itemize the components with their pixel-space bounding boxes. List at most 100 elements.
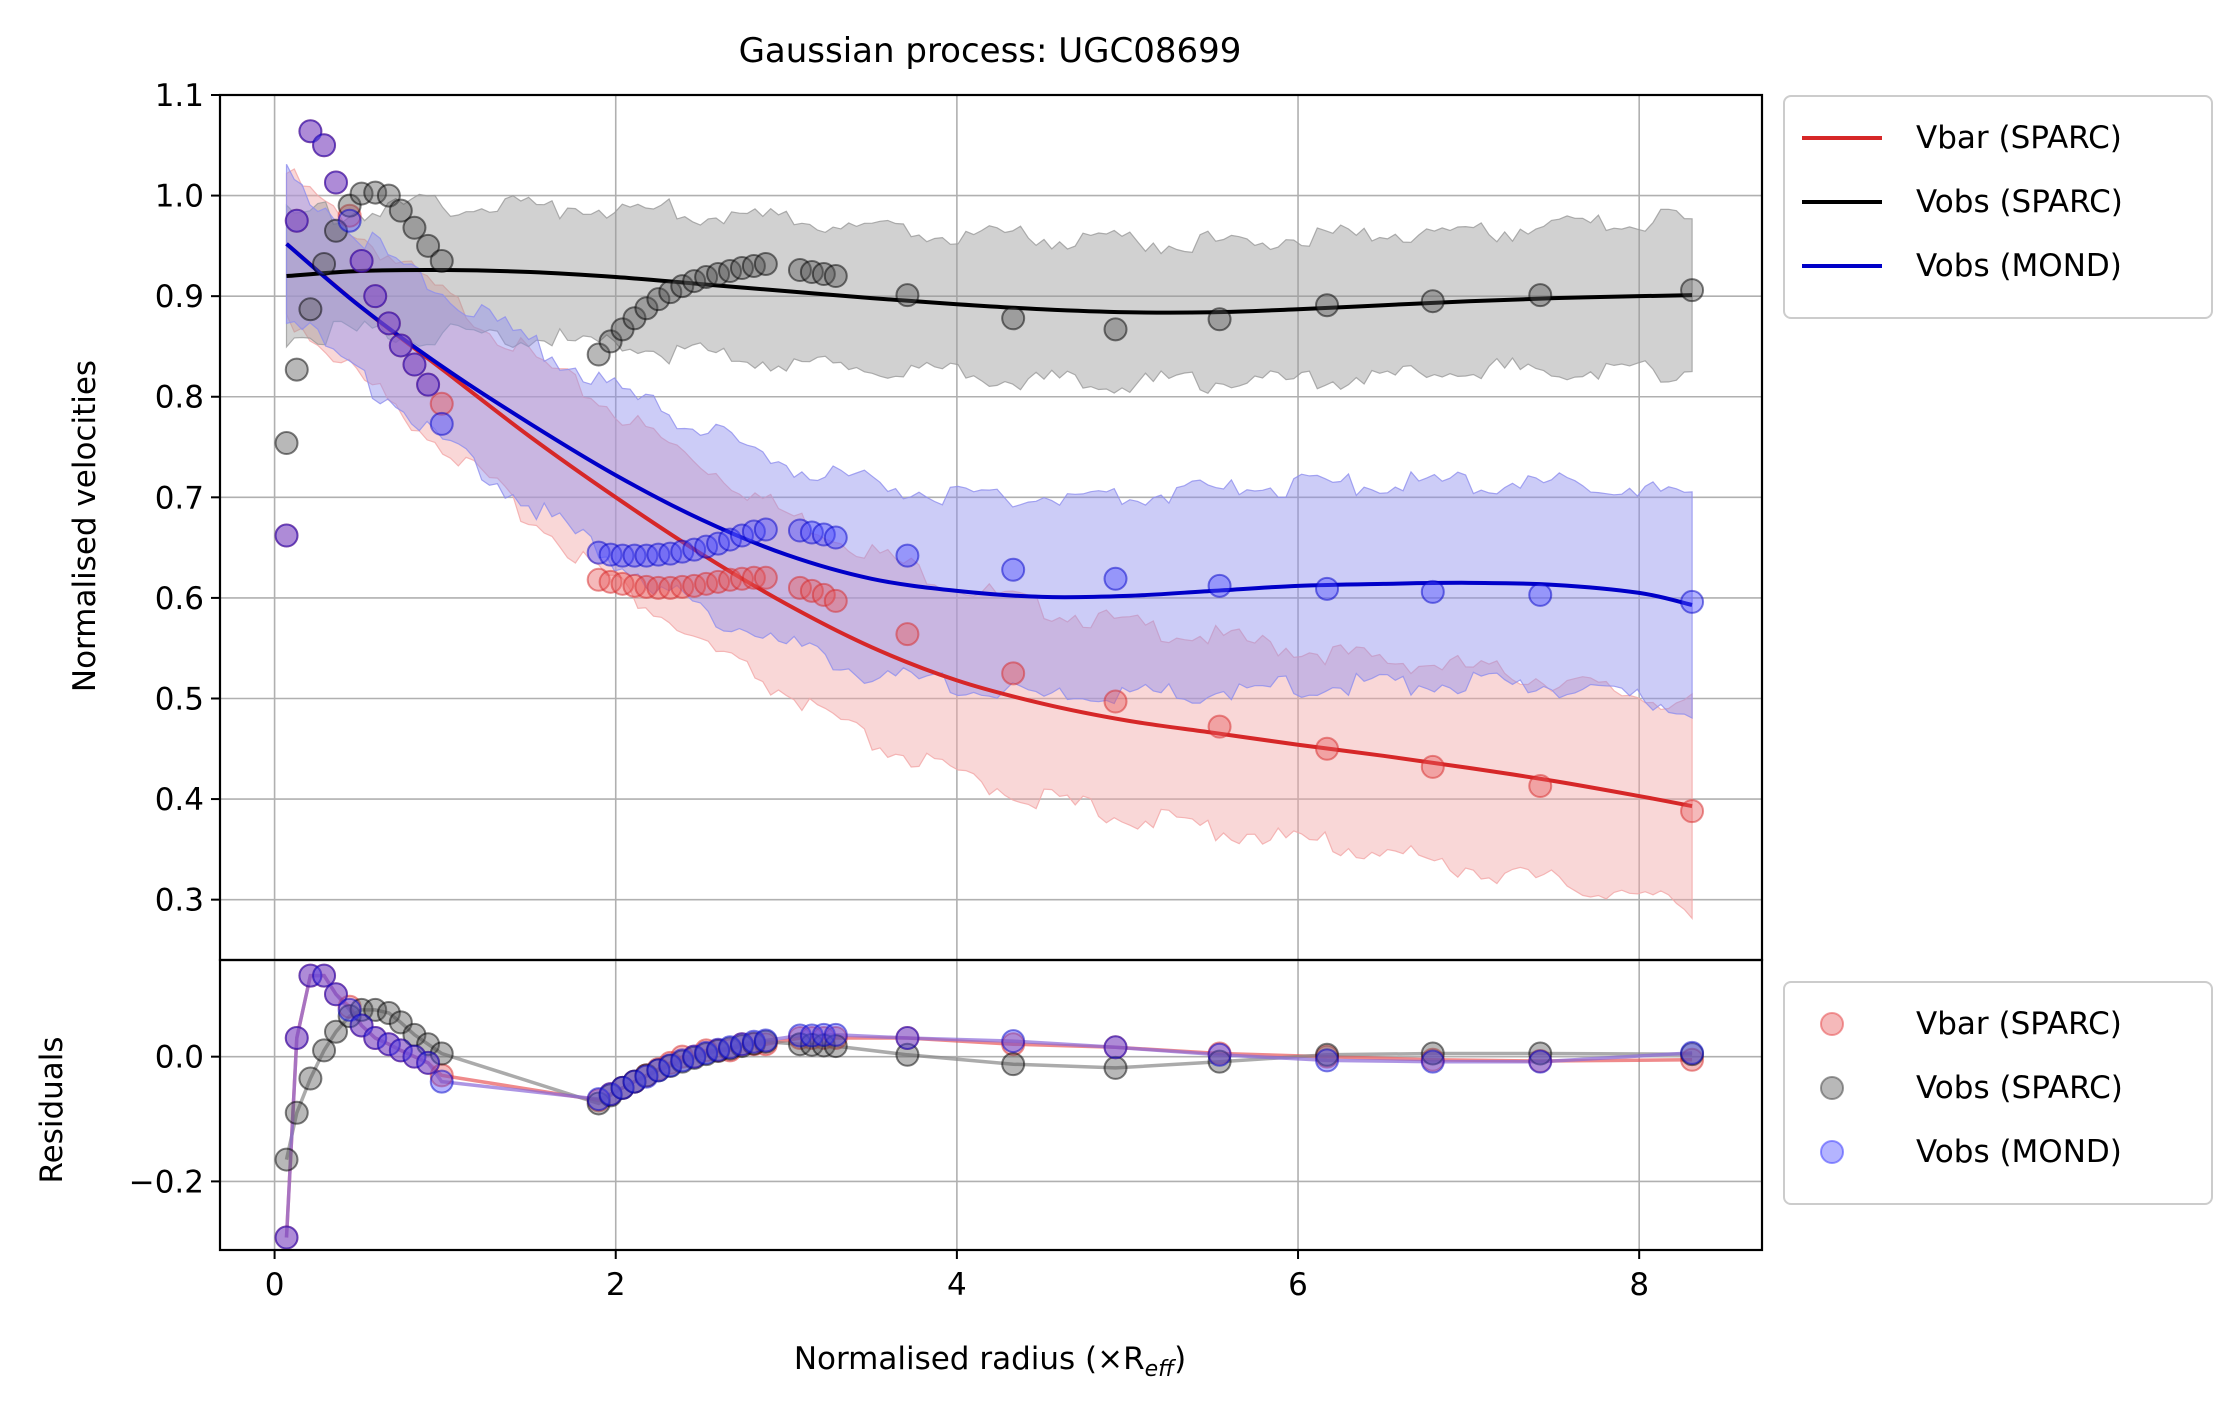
- data-point-vobs-sparc-: [274, 431, 299, 456]
- x-axis-label-main: Normalised radius (×R: [794, 1341, 1145, 1377]
- x-tick-label: 6: [1288, 1267, 1308, 1303]
- data-point-vbar-sparc-: [1103, 689, 1128, 714]
- data-point-vobs-mond-: [1207, 573, 1232, 598]
- data-point-vobs-mond-: [312, 133, 337, 158]
- data-point-vobs-sparc-: [1001, 306, 1026, 331]
- data-point-vobs-mond-: [895, 543, 920, 568]
- residual-point-vobs-sparc-: [1001, 1052, 1026, 1077]
- data-point-vobs-sparc-: [799, 260, 824, 285]
- residual-point-vobs-sparc-: [1103, 1055, 1128, 1080]
- data-point-vbar-sparc-: [694, 571, 719, 596]
- y-tick-label-top: 0.3: [155, 883, 204, 919]
- data-point-vbar-sparc-: [598, 569, 623, 594]
- data-point-vobs-mond-: [284, 208, 309, 233]
- chart-title: Gaussian process: UGC08699: [739, 31, 1242, 71]
- residual-point-vobs-mond-: [429, 1069, 454, 1094]
- residual-point-vobs-mond-: [363, 1025, 388, 1050]
- data-point-vobs-sparc-: [429, 248, 454, 273]
- residual-point-vobs-sparc-: [1528, 1041, 1553, 1066]
- y-tick-label-top: 0.7: [155, 480, 204, 516]
- residual-point-vobs-mond-: [1103, 1035, 1128, 1060]
- residual-point-vobs-mond-: [402, 1044, 427, 1069]
- data-point-vobs-sparc-: [729, 256, 754, 280]
- data-point-vobs-sparc-: [388, 198, 413, 223]
- data-point-vobs-sparc-: [1680, 278, 1705, 303]
- residual-point-vobs-mond-: [323, 982, 348, 1007]
- residual-point-vobs-sparc-: [284, 1100, 309, 1125]
- residual-point-vobs-mond-: [741, 1029, 766, 1054]
- data-point-vobs-sparc-: [670, 274, 695, 299]
- residual-point-vobs-mond-: [823, 1022, 848, 1047]
- confidence-band-vobs-sparc-: [285, 193, 1693, 395]
- data-point-vobs-sparc-: [1420, 289, 1445, 314]
- residual-point-vobs-sparc-: [429, 1041, 454, 1066]
- data-point-vobs-mond-: [1001, 557, 1026, 582]
- data-point-vobs-mond-: [416, 372, 441, 397]
- data-point-vobs-mond-: [388, 333, 413, 358]
- residual-point-vobs-mond-: [586, 1087, 611, 1112]
- data-point-vobs-mond-: [658, 541, 683, 566]
- data-point-vobs-mond-: [1315, 576, 1340, 601]
- data-point-vobs-sparc-: [811, 262, 836, 287]
- legend-point-marker: [1820, 1140, 1844, 1164]
- residual-point-vobs-mond-: [598, 1082, 623, 1107]
- legend-label: Vobs (SPARC): [1916, 184, 2123, 220]
- data-point-vobs-sparc-: [284, 357, 309, 382]
- residual-point-vobs-mond-: [634, 1064, 659, 1089]
- legend-box: [1783, 981, 2213, 1205]
- y-tick-label-top: 0.5: [155, 681, 204, 717]
- points-group: [274, 119, 1705, 824]
- data-point-vbar-sparc-: [1528, 773, 1553, 798]
- data-point-vobs-sparc-: [1528, 283, 1553, 308]
- residual-point-vbar-sparc-: [1680, 1047, 1705, 1072]
- residual-point-vobs-mond-: [416, 1050, 441, 1075]
- residual-point-vobs-mond-: [895, 1025, 920, 1050]
- data-point-vobs-mond-: [753, 517, 778, 542]
- data-point-vobs-mond-: [363, 284, 388, 309]
- data-point-vbar-sparc-: [1207, 714, 1232, 739]
- data-point-vobs-sparc-: [634, 296, 659, 321]
- residual-point-vobs-mond-: [376, 1032, 401, 1057]
- data-point-vbar-sparc-: [895, 622, 920, 647]
- data-point-vobs-sparc-: [402, 215, 427, 240]
- residual-point-vobs-mond-: [298, 963, 323, 988]
- legend-label: Vobs (MOND): [1916, 248, 2122, 284]
- residual-point-vobs-mond-: [646, 1058, 671, 1083]
- data-point-vbar-sparc-: [706, 569, 731, 594]
- data-point-vbar-sparc-: [1001, 661, 1026, 686]
- data-point-vobs-mond-: [1103, 566, 1128, 591]
- data-point-vobs-mond-: [1420, 579, 1445, 604]
- data-point-vobs-sparc-: [646, 287, 671, 312]
- x-axis-label: Normalised radius (×Reff): [794, 1341, 1186, 1382]
- top-axes: 0.3 0.4 0.5 0.6 0.7 0.8 0.9 1.0 1.1: [155, 78, 1764, 962]
- legend-label: Vbar (SPARC): [1916, 1006, 2122, 1042]
- data-point-vobs-mond-: [323, 170, 348, 195]
- data-point-vobs-mond-: [1680, 589, 1705, 614]
- data-point-vobs-mond-: [402, 352, 427, 377]
- residual-point-vobs-sparc-: [1420, 1041, 1445, 1066]
- bottom-axes-frame: [218, 958, 1764, 1252]
- data-point-vobs-sparc-: [823, 264, 848, 289]
- data-point-vbar-sparc-: [682, 573, 707, 598]
- data-point-vobs-sparc-: [298, 297, 323, 322]
- residual-line-vobs-mond-: [284, 973, 1693, 1238]
- data-point-vobs-sparc-: [787, 258, 812, 283]
- data-point-vbar-sparc-: [1420, 754, 1445, 779]
- data-point-vbar-sparc-: [811, 582, 836, 607]
- data-point-vbar-sparc-: [753, 565, 778, 590]
- residual-point-vobs-sparc-: [337, 1004, 362, 1029]
- residual-point-vobs-mond-: [1680, 1040, 1705, 1065]
- confidence-band-vbar-sparc-: [285, 168, 1693, 921]
- data-point-vobs-mond-: [586, 540, 611, 565]
- data-point-vbar-sparc-: [1680, 799, 1705, 824]
- residual-point-vobs-sparc-: [1207, 1049, 1232, 1074]
- legend-label: Vbar (SPARC): [1916, 120, 2122, 156]
- data-point-vobs-mond-: [799, 520, 824, 545]
- residuals-group: [274, 963, 1705, 1250]
- data-point-vobs-mond-: [349, 248, 374, 273]
- x-axis-label-subscript: eff: [1145, 1357, 1177, 1382]
- x-tick-label: 8: [1629, 1267, 1649, 1303]
- legend-point-marker: [1820, 1076, 1844, 1100]
- confidence-band-vobs-mond-: [285, 164, 1693, 719]
- data-point-vobs-mond-: [741, 519, 766, 544]
